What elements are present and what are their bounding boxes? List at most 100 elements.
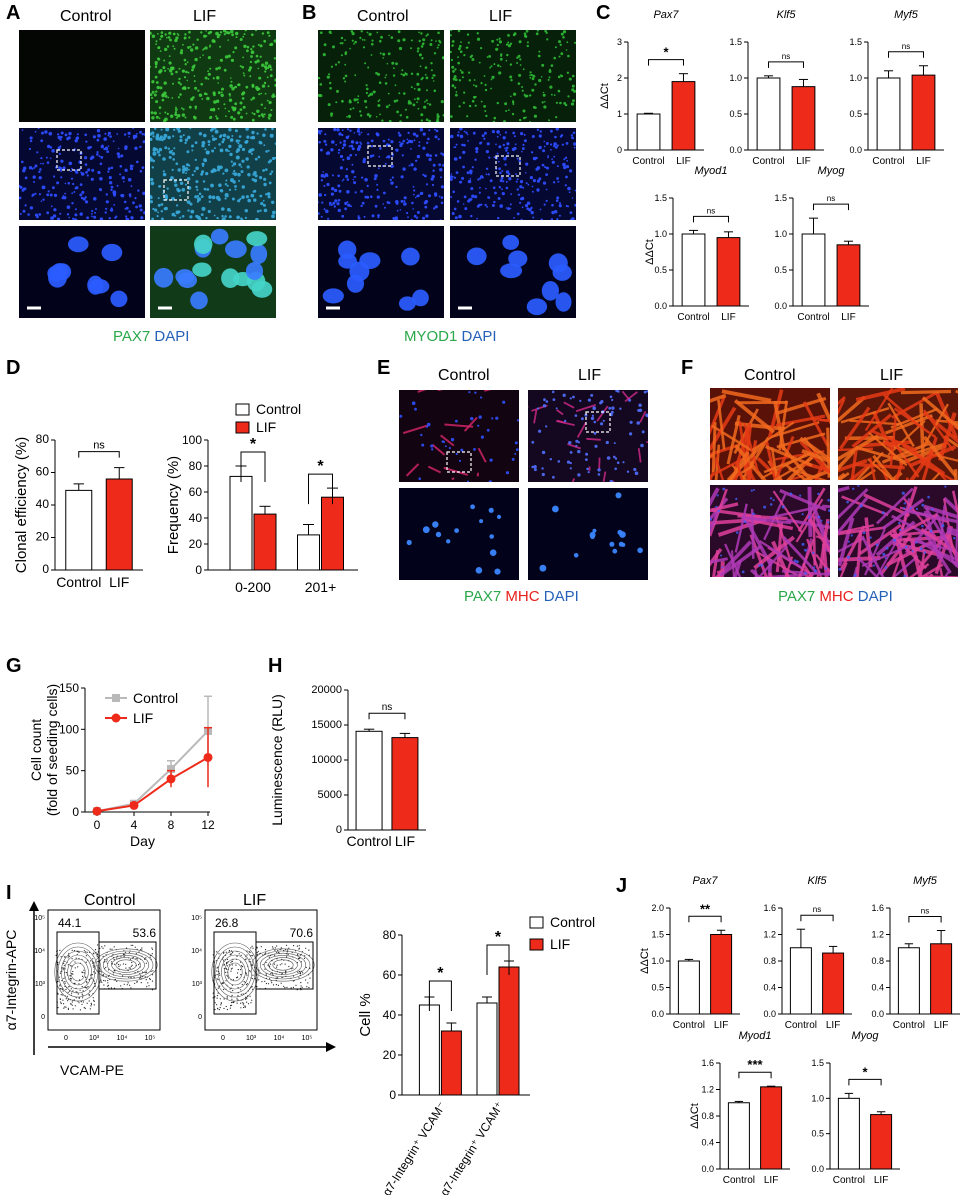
- nucleus: [201, 98, 204, 100]
- fiber: [710, 557, 728, 564]
- flow-event: [292, 986, 294, 988]
- nucleus: [184, 63, 187, 66]
- flow-x-tick-label: 0: [64, 1035, 68, 1042]
- nucleus: [352, 178, 355, 181]
- fiber: [838, 517, 855, 567]
- significance-bracket: [908, 916, 942, 923]
- nucleus: [513, 146, 517, 151]
- nucleus: [90, 177, 94, 181]
- nucleus: [187, 71, 190, 74]
- significance-label: *: [250, 436, 257, 453]
- nucleus: [463, 91, 466, 94]
- nucleus: [455, 93, 458, 97]
- nucleus: [210, 228, 229, 245]
- nucleus: [228, 128, 232, 132]
- nucleus: [204, 76, 208, 80]
- nucleus: [266, 66, 270, 70]
- flow-event: [243, 1002, 245, 1004]
- nucleus: [503, 120, 506, 122]
- nucleus: [40, 157, 43, 160]
- nucleus: [179, 83, 182, 86]
- nucleus: [550, 218, 554, 220]
- nucleus: [444, 445, 447, 448]
- nucleus: [476, 37, 481, 41]
- nucleus: [269, 172, 272, 176]
- nucleus: [509, 63, 513, 66]
- y-tick-label: 0.5: [811, 1129, 824, 1139]
- bar: [897, 947, 920, 1015]
- nucleus: [519, 201, 522, 204]
- fiber: [848, 465, 869, 480]
- nucleus: [721, 566, 724, 569]
- flow-event: [140, 977, 142, 979]
- significance-label: ns: [827, 194, 835, 203]
- nucleus: [235, 155, 240, 160]
- nucleus: [254, 60, 258, 64]
- flow-x-tick-label: 10⁵: [145, 1035, 156, 1042]
- flow-event: [246, 983, 248, 985]
- nucleus: [87, 275, 104, 295]
- nucleus: [525, 182, 528, 185]
- flow-event: [81, 993, 83, 995]
- flow-event: [270, 980, 272, 982]
- nucleus: [123, 180, 125, 183]
- nucleus: [441, 440, 445, 443]
- nucleus: [454, 216, 458, 220]
- nucleus: [426, 422, 431, 427]
- nucleus: [359, 110, 362, 113]
- flow-event: [272, 947, 274, 949]
- nucleus: [462, 165, 465, 169]
- nucleus: [330, 192, 334, 196]
- bar: [636, 113, 661, 151]
- nucleus: [251, 135, 256, 140]
- nucleus: [193, 64, 196, 67]
- fiber: [839, 525, 866, 571]
- nucleus: [402, 38, 406, 42]
- nucleus: [418, 141, 421, 144]
- flow-lif-title: LIF: [243, 892, 267, 909]
- nucleus: [256, 87, 260, 91]
- nucleus: [509, 42, 513, 45]
- nucleus: [239, 65, 242, 68]
- nucleus: [332, 45, 335, 49]
- nucleus: [241, 147, 246, 152]
- nucleus: [226, 135, 230, 139]
- flow-event: [216, 974, 218, 976]
- fiber: [838, 485, 850, 493]
- nucleus: [226, 184, 229, 187]
- nucleus: [453, 176, 456, 179]
- legend-marker: [112, 694, 120, 702]
- nucleus: [19, 196, 22, 200]
- nucleus: [573, 146, 576, 149]
- nucleus: [130, 216, 134, 220]
- nucleus: [19, 185, 23, 189]
- y-tick-label: 0.5: [774, 265, 787, 275]
- nucleus: [223, 103, 226, 106]
- nucleus: [263, 177, 267, 181]
- flow-event: [78, 983, 80, 985]
- flow-event: [226, 974, 228, 976]
- nucleus: [438, 163, 442, 167]
- y-tick-label: 40: [36, 497, 50, 511]
- nucleus: [384, 162, 387, 165]
- flow-event: [130, 987, 132, 989]
- nucleus: [245, 157, 249, 161]
- micrograph-e-lif-merge: [528, 390, 648, 482]
- y-axis-label: Frequency (%): [165, 456, 182, 554]
- nucleus: [241, 92, 245, 96]
- nucleus: [480, 82, 483, 85]
- nucleus: [230, 80, 233, 83]
- nucleus: [161, 93, 165, 98]
- nucleus: [160, 203, 164, 206]
- nucleus: [337, 199, 341, 202]
- flow-event: [82, 994, 84, 996]
- nucleus: [501, 192, 505, 196]
- flow-event: [290, 987, 292, 989]
- flow-event: [284, 987, 286, 989]
- flow-event: [58, 976, 60, 978]
- nucleus: [609, 479, 614, 482]
- nucleus: [390, 164, 394, 168]
- nucleus: [559, 202, 561, 204]
- fiber: [936, 419, 958, 424]
